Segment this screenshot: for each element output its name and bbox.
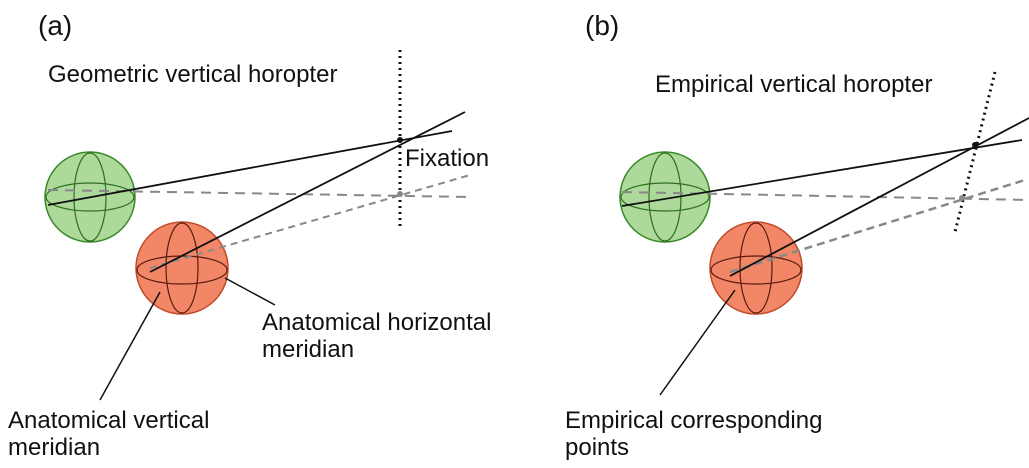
eye-meridian [73,152,107,242]
panel-tag: (a) [38,10,72,41]
panel-b: (b) Empirical vertical horopter Empirica… [565,10,1029,461]
visual-line [47,130,453,206]
gaze-line [149,174,471,269]
panel-tag: (b) [585,10,619,41]
label: Anatomical vertical [8,407,209,434]
fixation-point [972,142,978,148]
label: Geometric vertical horopter [48,61,337,88]
label: Empirical corresponding [565,407,822,434]
horopter-line [953,71,997,233]
label: points [565,434,629,461]
visual-line [149,111,466,273]
label: meridian [8,434,100,461]
label: meridian [262,336,354,363]
right-eye [135,221,229,315]
eye-meridian [620,182,710,212]
eye-meridian [165,222,199,314]
eye-meridian [45,182,135,212]
leader-line [659,289,736,396]
leader-line [99,291,161,401]
panel-a: (a) Geometric vertical horopter Fixation… [8,10,491,461]
leader-line [224,277,276,306]
label: Fixation [405,145,489,172]
gaze-line [47,189,471,198]
label: Anatomical horizontal [262,309,491,336]
label: Empirical vertical horopter [655,71,932,98]
point [397,191,403,197]
visual-line [729,117,1029,277]
visual-line [621,139,1023,207]
right-eye [709,221,803,315]
point [959,195,965,201]
eye-meridian [710,255,802,285]
left-eye [619,151,711,243]
fixation-point [397,137,403,143]
eye-meridian [739,222,773,314]
